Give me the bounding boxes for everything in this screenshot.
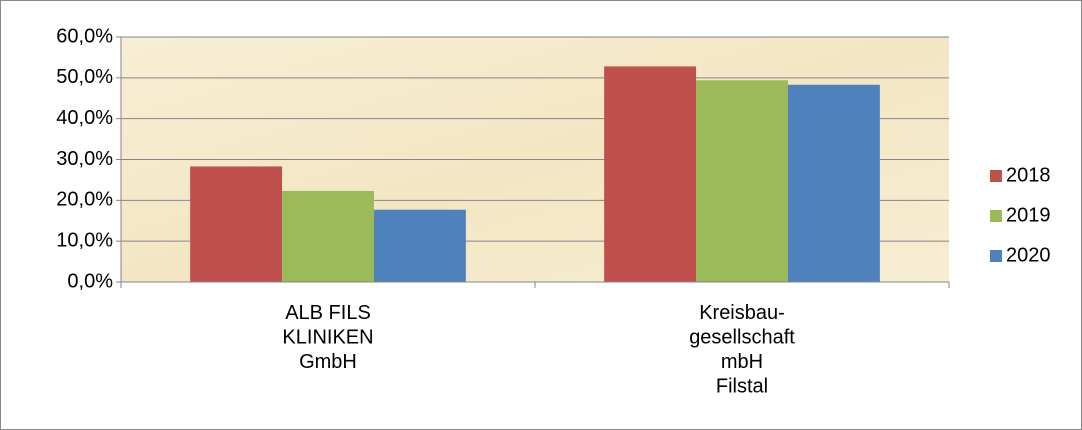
y-tick-label: 10,0%: [56, 229, 113, 251]
legend-label: 2019: [1006, 204, 1051, 226]
bar: [373, 209, 466, 282]
legend-label: 2018: [1006, 164, 1051, 186]
legend-label: 2020: [1006, 244, 1051, 266]
x-tick-label: Kreisbau-gesellschaft mbH Filstal: [689, 302, 795, 398]
legend-swatch: [990, 210, 1002, 222]
bar: [190, 166, 283, 282]
legend-swatch: [990, 250, 1002, 262]
bar: [282, 190, 374, 282]
y-tick-label: 40,0%: [56, 107, 113, 129]
y-tick-label: 60,0%: [56, 25, 113, 47]
x-tick-label: ALB FILS KLINIKEN GmbH: [282, 302, 373, 373]
legend-swatch: [990, 170, 1002, 182]
y-tick-label: 30,0%: [56, 148, 113, 170]
y-tick-label: 0,0%: [67, 270, 113, 292]
bar: [604, 66, 697, 283]
y-tick-label: 50,0%: [56, 66, 113, 88]
y-tick-label: 20,0%: [56, 189, 113, 211]
bar: [696, 80, 788, 283]
bar: [787, 84, 880, 283]
